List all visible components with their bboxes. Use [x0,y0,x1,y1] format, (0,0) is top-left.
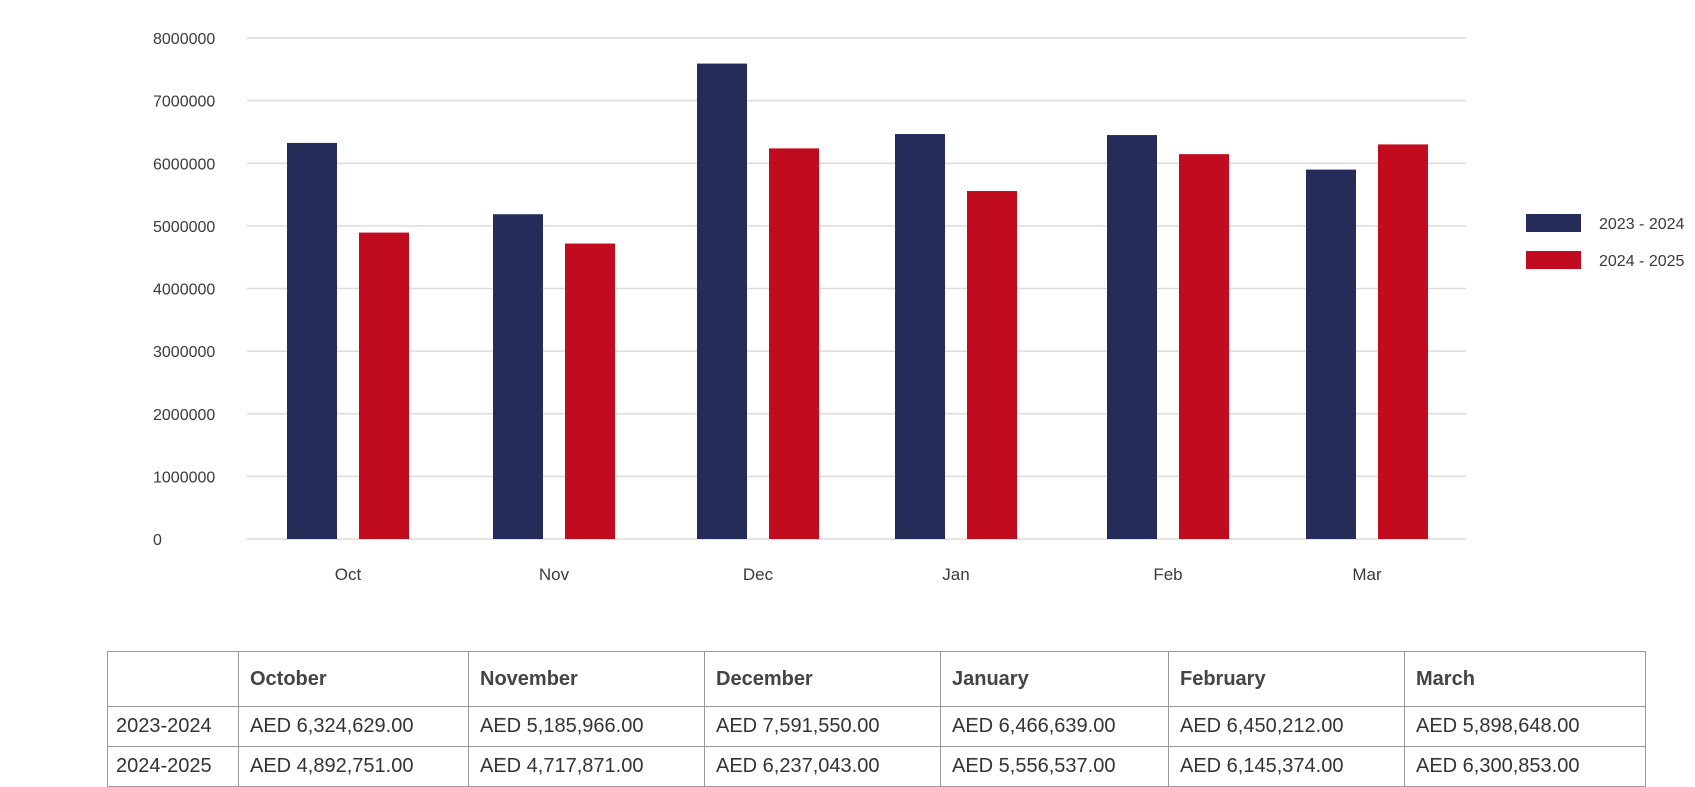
table-cell: AED 6,450,212.00 [1168,706,1405,747]
bar-dec-series-2 [769,148,819,539]
table-header-cell: February [1168,651,1405,707]
bar-jan-series-1 [895,134,945,539]
legend-label: 2024 - 2025 [1599,253,1685,270]
table-header-cell: March [1404,651,1646,707]
x-tick-label: Mar [1352,565,1382,584]
x-tick-label: Feb [1153,565,1182,584]
table-cell: AED 6,324,629.00 [238,706,469,747]
y-tick-label: 4000000 [153,282,215,299]
bar-mar-series-1 [1306,169,1356,539]
legend-swatch [1526,214,1581,232]
bar-oct-series-1 [287,142,337,539]
bar-mar-series-2 [1378,144,1428,539]
y-tick-label: 8000000 [153,31,215,48]
bar-nov-series-1 [493,214,543,539]
y-tick-label: 1000000 [153,469,215,486]
table-header-cell [107,651,239,707]
y-tick-label: 3000000 [153,344,215,361]
x-tick-label: Jan [942,565,969,584]
bar-dec-series-1 [697,63,747,539]
bar-jan-series-2 [967,191,1017,540]
table-header-cell: October [238,651,469,707]
bar-nov-series-2 [565,243,615,539]
x-tick-label: Oct [335,565,362,584]
y-axis-ticks: 0 1000000 2000000 3000000 4000000 5000000 6000… [153,31,215,549]
y-tick-label: 5000000 [153,219,215,236]
y-tick-label: 7000000 [153,94,215,111]
y-tick-label: 2000000 [153,407,215,424]
table-cell: AED 6,466,639.00 [940,706,1169,747]
revenue-table: October November December January Februa… [107,651,1646,787]
bar-chart: 0 1000000 2000000 3000000 4000000 5000000 6000… [153,31,1685,584]
table-row-label: 2024-2025 [107,746,239,787]
table-cell: AED 6,300,853.00 [1404,746,1646,787]
bar-feb-series-2 [1179,154,1229,540]
legend-swatch [1526,251,1581,269]
table-cell: AED 5,556,537.00 [940,746,1169,787]
table-cell: AED 6,237,043.00 [704,746,941,787]
table-header-row: October November December January Februa… [107,651,1646,707]
chart-gridlines [247,37,1466,540]
table-cell: AED 7,591,550.00 [704,706,941,747]
x-axis-ticks: Oct Nov Dec Jan Feb Mar [335,565,1382,584]
table-cell: AED 5,898,648.00 [1404,706,1646,747]
y-tick-label: 6000000 [153,156,215,173]
y-tick-label: 0 [153,532,162,549]
chart-bars [287,63,1428,540]
table-cell: AED 5,185,966.00 [468,706,705,747]
x-tick-label: Dec [743,565,774,584]
bar-feb-series-1 [1107,135,1157,539]
table-header-cell: November [468,651,705,707]
table-cell: AED 6,145,374.00 [1168,746,1405,787]
table-cell: AED 4,892,751.00 [238,746,469,787]
table-row: 2023-2024 AED 6,324,629.00 AED 5,185,966… [107,706,1646,747]
bar-oct-series-2 [359,232,409,539]
chart-legend: 2023 - 2024 2024 - 2025 [1526,214,1685,270]
legend-label: 2023 - 2024 [1599,216,1685,233]
x-tick-label: Nov [539,565,570,584]
table-row: 2024-2025 AED 4,892,751.00 AED 4,717,871… [107,746,1646,787]
table-header-cell: December [704,651,941,707]
table-row-label: 2023-2024 [107,706,239,747]
table-cell: AED 4,717,871.00 [468,746,705,787]
table-header-cell: January [940,651,1169,707]
